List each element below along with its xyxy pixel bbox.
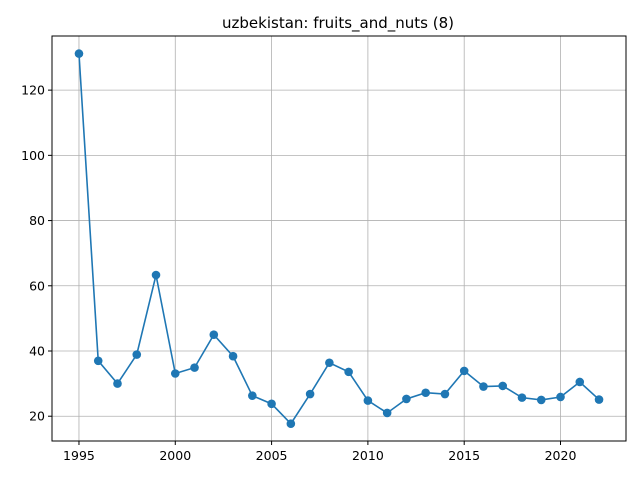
- x-tick-label: 2005: [256, 448, 288, 463]
- series-line: [78, 53, 600, 425]
- x-tick-label: 2000: [159, 448, 191, 463]
- data-point: [498, 381, 508, 391]
- plot-area-frame: [51, 35, 627, 442]
- data-point: [556, 392, 565, 402]
- data-point: [248, 391, 257, 400]
- data-point: [517, 393, 527, 402]
- data-point: [267, 399, 276, 409]
- data-point: [382, 408, 392, 418]
- data-point: [479, 382, 488, 391]
- data-point: [93, 356, 103, 366]
- data-point: [363, 396, 373, 405]
- data-point: [74, 49, 84, 58]
- data-point: [594, 395, 604, 404]
- y-tick-label: 100: [21, 148, 45, 163]
- data-point: [228, 351, 238, 361]
- data-point: [151, 270, 161, 280]
- y-tick-label: 120: [21, 83, 45, 98]
- data-point: [190, 363, 199, 372]
- data-point: [170, 369, 180, 378]
- x-tick-label: 2015: [448, 448, 480, 463]
- data-point: [344, 367, 353, 377]
- y-tick-label: 60: [29, 278, 45, 293]
- data-point: [402, 394, 411, 404]
- x-tick-label: 1995: [63, 448, 95, 463]
- data-point: [575, 377, 585, 387]
- data-point: [286, 419, 296, 429]
- data-point: [209, 330, 219, 339]
- data-point: [440, 389, 450, 399]
- data-point: [113, 379, 122, 388]
- y-tick-label: 20: [29, 409, 45, 424]
- grid: [52, 36, 626, 441]
- data-point: [305, 389, 315, 399]
- data-point: [459, 366, 469, 376]
- y-axis: 20 40 60 80 100 120: [21, 83, 52, 424]
- x-tick-label: 2020: [545, 448, 577, 463]
- data-point: [421, 388, 430, 398]
- data-point: [325, 358, 334, 368]
- x-axis: 1995 2000 2005 2010 2015 2020: [63, 441, 576, 463]
- y-tick-label: 40: [29, 344, 45, 359]
- series-group: [74, 49, 604, 429]
- chart-title: uzbekistan: fruits_and_nuts (8): [222, 14, 454, 33]
- y-tick-label: 80: [29, 213, 45, 228]
- data-point: [132, 350, 142, 359]
- data-point: [536, 395, 546, 405]
- x-tick-label: 2010: [352, 448, 384, 463]
